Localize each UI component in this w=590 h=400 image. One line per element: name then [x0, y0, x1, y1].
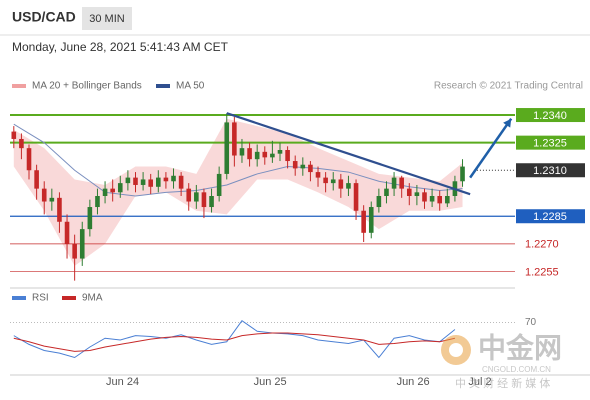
candle-body	[140, 179, 146, 185]
level-label-box	[516, 108, 585, 123]
candle-body	[422, 192, 427, 202]
legend-label: MA 50	[176, 81, 205, 92]
symbol: USD/CAD	[12, 9, 76, 25]
watermark-slogan: 中 文 财 经 新 媒 体	[455, 376, 550, 390]
candle-body	[110, 188, 115, 193]
candle-body	[277, 150, 283, 154]
trendline	[226, 112, 471, 196]
x-tick-label: Jun 24	[106, 376, 139, 388]
candle-body	[125, 177, 131, 184]
level-label: 1.2270	[525, 239, 559, 251]
candle-body	[391, 177, 397, 189]
candle-body	[254, 151, 260, 160]
candle-body	[148, 179, 154, 187]
watermark-logo: 中金网	[478, 331, 562, 363]
candle-body	[11, 131, 17, 139]
x-tick-label: Jun 26	[397, 376, 430, 388]
level-label: 1.2340	[533, 110, 567, 122]
candle-body	[406, 188, 412, 196]
rsi-line	[13, 320, 456, 359]
legend-label: MA 20 + Bollinger Bands	[32, 81, 142, 92]
datetime: Monday, June 28, 2021 5:41:43 AM CET	[12, 40, 229, 54]
candle-body	[87, 207, 93, 230]
candle-body	[399, 177, 404, 189]
candle-body	[353, 183, 359, 211]
level-label-box	[516, 163, 585, 178]
candle-body	[95, 196, 100, 208]
candle-body	[186, 188, 192, 202]
level-label-box	[516, 135, 585, 150]
timeframe-button[interactable]	[82, 7, 132, 30]
level-label: 1.2325	[533, 138, 567, 150]
level-label: 1.2285	[533, 211, 567, 223]
candle-body	[292, 161, 298, 169]
y-tick-label: 70	[525, 317, 537, 328]
legend-label: RSI	[32, 293, 49, 304]
candle-body	[247, 148, 252, 160]
candle-body	[384, 188, 389, 196]
candle-body	[239, 148, 245, 156]
watermark-site: CNGOLD.COM.CN	[482, 365, 551, 374]
candle-body	[262, 151, 268, 158]
forecast-arrow	[469, 118, 513, 179]
candle-body	[445, 196, 450, 204]
level-label: 1.2310	[533, 165, 567, 177]
candle-body	[72, 243, 77, 259]
watermark: 中金网 CNGOLD.COM.CN 中 文 财 经 新 媒 体	[441, 331, 562, 390]
level-label: 1.2255	[525, 266, 559, 278]
candle-body	[232, 122, 237, 156]
candle-body	[194, 192, 199, 202]
candle-body	[178, 175, 184, 189]
legend-swatch	[62, 296, 76, 300]
candle-body	[346, 183, 351, 189]
candle-body	[34, 170, 39, 189]
legend-label: 9MA	[82, 293, 103, 304]
candle-body	[163, 177, 169, 182]
candle-body	[64, 221, 70, 244]
candle-body	[376, 196, 382, 208]
candle-body	[26, 148, 32, 171]
candle-body	[330, 179, 336, 184]
candle-body	[338, 179, 344, 189]
candle-body	[216, 173, 222, 196]
candle-body	[156, 177, 161, 187]
candle-body	[460, 166, 465, 182]
candle-body	[414, 192, 420, 196]
rsi-line	[13, 332, 456, 352]
timeframe: 30 MIN	[89, 13, 125, 25]
candle-body	[209, 196, 214, 208]
candle-body	[315, 172, 321, 178]
candle-body	[49, 197, 55, 202]
legend-swatch	[156, 84, 170, 88]
candle-body	[300, 164, 306, 169]
bollinger-band	[13, 118, 463, 266]
candle-body	[133, 177, 138, 185]
candle-body	[361, 210, 366, 233]
legend-swatch	[12, 296, 26, 300]
candle-body	[41, 188, 47, 202]
candle-body	[117, 183, 123, 193]
candle-body	[19, 138, 24, 149]
watermark-logo-icon	[449, 343, 463, 357]
candle-body	[323, 177, 328, 184]
candle-body	[270, 153, 275, 158]
x-tick-label: Jun 25	[254, 376, 287, 388]
candle-body	[171, 175, 176, 182]
candle-body	[201, 192, 207, 208]
candle-body	[437, 196, 443, 204]
candle-body	[308, 164, 313, 173]
legend-swatch	[12, 84, 26, 88]
candle-body	[102, 188, 108, 196]
candle-body	[429, 196, 435, 202]
level-label-box	[516, 209, 585, 224]
arrow-head	[503, 118, 512, 128]
candle-body	[57, 197, 62, 222]
candle-body	[224, 122, 230, 174]
candle-body	[79, 229, 85, 259]
credit: Research © 2021 Trading Central	[434, 81, 583, 92]
candle-body	[285, 150, 290, 162]
x-tick-label: Jul 2	[468, 376, 491, 388]
candle-body	[368, 207, 374, 233]
